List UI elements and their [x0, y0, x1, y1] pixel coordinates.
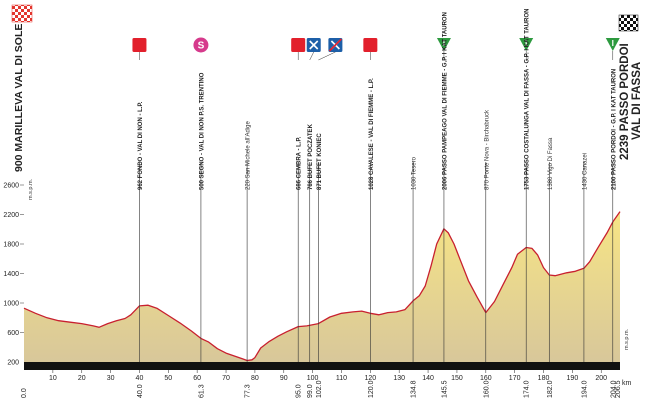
km-scale-bar: 10 20 30 40 50 60 70 80 90 100 110 120 130 140 150 160 1… [24, 362, 620, 382]
x-tick-label: 80 [251, 375, 259, 382]
waypoint-km-label: 145.5 [441, 380, 448, 398]
waypoint-label: 1028 CAVALESE - VAL DI FIEMME - L.P. [369, 78, 375, 190]
profile-area [23, 211, 621, 362]
y-tick-label: 200 [7, 360, 19, 367]
x-tick-label: 50 [164, 375, 172, 382]
kom-bar [525, 40, 527, 46]
y-tick-label: 1400 [3, 271, 19, 278]
x-tick-label: 180 [538, 375, 550, 382]
waypoint-label: 962 FONDO - VAL DI NON - L.P. [138, 101, 144, 190]
kom-bar [612, 40, 614, 46]
x-tick-label: 60 [193, 375, 201, 382]
km-bar [24, 362, 620, 370]
sprint-icon [291, 38, 306, 52]
x-tick-label: 120 [365, 375, 377, 382]
sprint-icon [132, 38, 147, 52]
x-tick-label: 150 [451, 375, 463, 382]
x-tick-label: 30 [107, 375, 115, 382]
special-sprint-icon [193, 37, 209, 53]
unit-top-left: m.s.p.m. [28, 178, 34, 200]
x-tick-label: 140 [422, 375, 434, 382]
x-tick-label: 70 [222, 375, 230, 382]
special-letter: S [198, 41, 205, 52]
waypoint-km-label: 77.3 [245, 384, 252, 398]
waypoint-label: 1753 PASSO COSTALUNGA VAL DI FASSA - G.P… [525, 9, 531, 190]
x-tick-label: 100 [307, 375, 319, 382]
icon-stem [318, 51, 336, 61]
sprint-icon [363, 38, 378, 52]
y-tick-label: 1000 [3, 301, 19, 308]
waypoint-km-label: 182.0 [547, 380, 554, 398]
waypoint-label: 500 SEGNO - VAL DI NON P.S. TRENTINO [199, 72, 205, 190]
waypoint-km-label: 95.0 [296, 384, 303, 398]
waypoint-label: 2006 PASSO PAMPEAGO VAL DI FIEMME - G.P.… [442, 12, 448, 190]
cutlery-stroke [309, 40, 319, 50]
y-tick-label: 2600 [3, 183, 19, 190]
waypoint-km-label: 174.0 [524, 380, 531, 398]
finish-label-line1: 2239 PASSO PORDOI [619, 43, 631, 160]
waypoint-km-label: 102.0 [316, 380, 323, 398]
x-tick-label: 160 [480, 375, 492, 382]
waypoint-km-label: 134.8 [411, 380, 418, 398]
waypoint-km-label: 204.0 [610, 380, 617, 398]
x-tick-label: 90 [280, 375, 288, 382]
x-tick-label: 40 [136, 375, 144, 382]
unit-bottom-right: m.s.p.m. [624, 328, 630, 350]
start-label: 900 MARILLEVA VAL DI SOLE [13, 24, 25, 172]
y-axis: 200 600 1000 1400 1800 2200 2600 [3, 183, 24, 367]
waypoint-label: 1430 Canazei [582, 153, 588, 190]
waypoint-label: 1030 Tesero [412, 156, 418, 190]
waypoint-label: 220 San Michele all'Adige [246, 120, 252, 190]
x-tick-label: 130 [393, 375, 405, 382]
kom-bar [443, 40, 445, 46]
y-tick-label: 600 [7, 330, 19, 337]
end-km-label: 206.5 [615, 380, 622, 398]
start-block: 900 MARILLEVA VAL DI SOLE m.s.p.m. [11, 4, 34, 200]
waypoint-km-label: 40.0 [137, 384, 144, 398]
waypoint-label: 870 Ponte Nova - Birchabruck [484, 109, 490, 190]
waypoint-km-label: 99.0 [307, 384, 314, 398]
x-tick-label: 20 [78, 375, 86, 382]
y-tick-label: 2200 [3, 212, 19, 219]
km-unit-label: km [622, 380, 632, 387]
start-flag-icon [11, 4, 33, 23]
x-tick-label: 110 [336, 375, 347, 382]
waypoint-label: 1380 Vigo Di Fassa [548, 137, 554, 190]
waypoint-label: 871 BUFET KONIEC [317, 133, 323, 190]
end-slash [328, 38, 342, 52]
start-km-label: 0.0 [21, 388, 28, 398]
y-tick-label: 1800 [3, 242, 19, 249]
waypoint-km-label: 160.0 [483, 380, 490, 398]
x-tick-label: 200 [595, 375, 607, 382]
profile-fill [24, 211, 620, 362]
x-tick-label: 190 [567, 375, 579, 382]
finish-block: 2239 PASSO PORDOI VAL DI FASSA m.s.p.m. [618, 14, 643, 350]
waypoint-km-label: 61.3 [198, 384, 205, 398]
x-tick-label: 10 [49, 375, 57, 382]
waypoint-icons: S [132, 37, 620, 61]
waypoint-km-labels: 40.0 61.3 77.3 95.0 99.0 102.0 120.0 134.8 145.5… [137, 380, 617, 398]
finish-flag-icon [618, 14, 639, 32]
waypoint-label: 2100 PASSO PORDOI - G.P. I KAT TAURON [611, 69, 617, 190]
waypoint-label: 786 BUFET POCZATEK [308, 123, 314, 190]
waypoint-km-label: 194.0 [581, 380, 588, 398]
x-tick-label: 170 [509, 375, 521, 382]
waypoint-lines [139, 162, 614, 362]
waypoint-labels: 962 FONDO - VAL DI NON - L.P. 500 SEGNO -… [138, 9, 617, 190]
waypoint-label: 686 CEMBRA - L.P. [297, 136, 303, 190]
icon-stem [309, 51, 314, 61]
waypoint-km-label: 120.0 [368, 380, 375, 398]
finish-label-line2: VAL DI FASSA [631, 62, 643, 140]
